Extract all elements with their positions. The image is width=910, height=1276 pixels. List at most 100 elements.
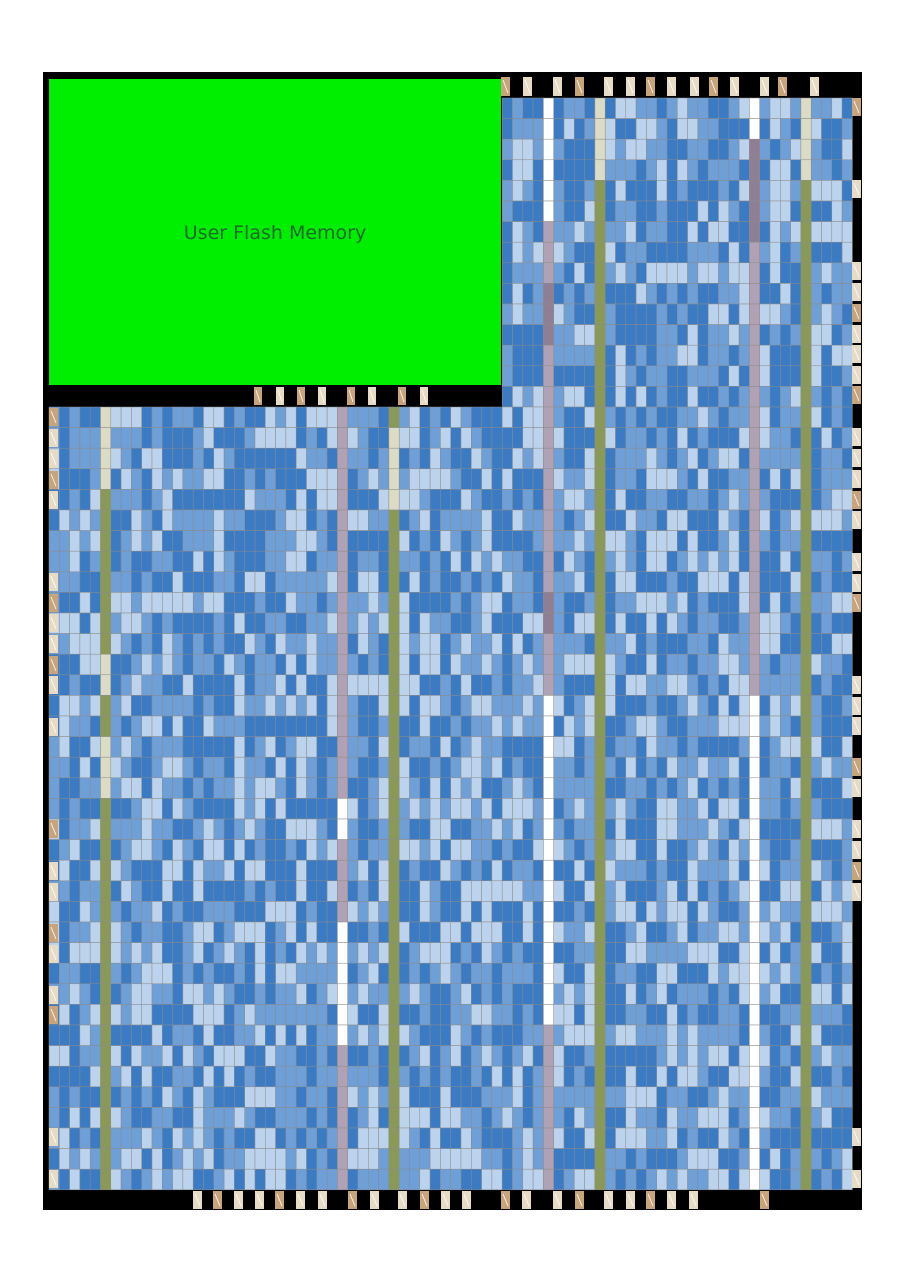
- logic-cell[interactable]: [409, 489, 421, 511]
- logic-cell[interactable]: [563, 818, 575, 840]
- logic-cell[interactable]: [460, 818, 472, 840]
- logic-cell[interactable]: [162, 839, 173, 861]
- logic-cell[interactable]: [244, 1004, 256, 1026]
- logic-cell[interactable]: [440, 653, 451, 676]
- logic-cell[interactable]: [203, 901, 215, 923]
- logic-cell[interactable]: [512, 200, 524, 222]
- logic-cell[interactable]: [368, 839, 379, 861]
- logic-cell[interactable]: [615, 736, 627, 758]
- logic-cell[interactable]: [481, 1045, 493, 1067]
- logic-cell[interactable]: [110, 880, 122, 902]
- logic-cell[interactable]: [677, 427, 688, 449]
- logic-cell[interactable]: [378, 839, 390, 861]
- logic-cell[interactable]: [347, 777, 359, 799]
- logic-cell[interactable]: [89, 859, 101, 882]
- logic-cell[interactable]: [615, 674, 627, 696]
- logic-cell[interactable]: [460, 653, 472, 676]
- logic-cell[interactable]: [810, 818, 822, 840]
- logic-cell[interactable]: [810, 1004, 822, 1026]
- logic-cell[interactable]: [141, 406, 153, 428]
- logic-cell[interactable]: [522, 777, 534, 799]
- logic-cell[interactable]: [728, 1024, 740, 1046]
- logic-cell[interactable]: [275, 489, 287, 511]
- logic-cell[interactable]: [234, 756, 245, 779]
- logic-cell[interactable]: [646, 283, 657, 305]
- logic-cell[interactable]: [594, 612, 606, 634]
- logic-cell[interactable]: [604, 818, 616, 840]
- logic-cell[interactable]: [409, 509, 421, 531]
- logic-cell[interactable]: [574, 344, 585, 367]
- logic-cell[interactable]: [192, 839, 204, 861]
- logic-cell[interactable]: [687, 839, 699, 861]
- logic-cell[interactable]: [738, 344, 750, 367]
- logic-cell[interactable]: [471, 756, 482, 779]
- logic-cell[interactable]: [646, 1065, 657, 1088]
- logic-cell[interactable]: [635, 344, 647, 367]
- logic-cell[interactable]: [89, 612, 101, 634]
- logic-cell[interactable]: [223, 571, 235, 593]
- logic-cell[interactable]: [368, 859, 379, 882]
- logic-cell[interactable]: [584, 633, 596, 655]
- logic-cell[interactable]: [398, 1086, 410, 1108]
- logic-cell[interactable]: [244, 695, 256, 717]
- logic-cell[interactable]: [409, 612, 421, 634]
- logic-cell[interactable]: [285, 695, 297, 717]
- logic-cell[interactable]: [213, 1004, 225, 1026]
- logic-cell[interactable]: [203, 653, 215, 676]
- logic-cell[interactable]: [162, 571, 173, 593]
- logic-cell[interactable]: [120, 777, 132, 799]
- logic-cell[interactable]: [223, 1127, 235, 1149]
- logic-cell[interactable]: [594, 818, 606, 840]
- logic-cell[interactable]: [522, 736, 534, 758]
- logic-cell[interactable]: [460, 901, 472, 923]
- logic-cell[interactable]: [646, 489, 657, 511]
- logic-cell[interactable]: [604, 1086, 616, 1108]
- logic-cell[interactable]: [398, 1024, 410, 1046]
- logic-cell[interactable]: [48, 777, 60, 799]
- logic-cell[interactable]: [100, 942, 112, 964]
- logic-cell[interactable]: [501, 818, 513, 840]
- logic-cell[interactable]: [677, 1168, 688, 1191]
- logic-cell[interactable]: [707, 612, 719, 634]
- logic-cell[interactable]: [460, 612, 472, 634]
- logic-cell[interactable]: [543, 138, 554, 161]
- logic-cell[interactable]: [265, 1148, 276, 1170]
- logic-cell[interactable]: [89, 777, 101, 799]
- logic-cell[interactable]: [574, 118, 585, 140]
- logic-cell[interactable]: [656, 365, 668, 387]
- logic-cell[interactable]: [100, 1127, 112, 1149]
- logic-cell[interactable]: [718, 756, 730, 779]
- logic-cell[interactable]: [759, 447, 771, 470]
- logic-cell[interactable]: [728, 818, 740, 840]
- logic-cell[interactable]: [347, 901, 359, 923]
- logic-cell[interactable]: [584, 303, 596, 325]
- logic-cell[interactable]: [615, 159, 627, 181]
- logic-cell[interactable]: [841, 489, 853, 511]
- logic-cell[interactable]: [337, 818, 348, 840]
- logic-cell[interactable]: [100, 1065, 112, 1088]
- logic-cell[interactable]: [481, 653, 493, 676]
- logic-cell[interactable]: [594, 324, 606, 346]
- logic-cell[interactable]: [234, 447, 245, 470]
- logic-cell[interactable]: [357, 880, 369, 902]
- logic-cell[interactable]: [275, 633, 287, 655]
- logic-cell[interactable]: [388, 674, 400, 696]
- logic-cell[interactable]: [223, 1065, 235, 1088]
- logic-cell[interactable]: [419, 715, 431, 737]
- logic-cell[interactable]: [656, 777, 668, 799]
- logic-cell[interactable]: [687, 798, 699, 820]
- logic-cell[interactable]: [141, 756, 153, 779]
- logic-cell[interactable]: [841, 530, 853, 552]
- logic-cell[interactable]: [254, 447, 266, 470]
- logic-cell[interactable]: [707, 344, 719, 367]
- logic-cell[interactable]: [841, 1148, 853, 1170]
- logic-cell[interactable]: [234, 1086, 245, 1108]
- logic-cell[interactable]: [831, 839, 843, 861]
- logic-cell[interactable]: [738, 859, 750, 882]
- logic-cell[interactable]: [604, 324, 616, 346]
- logic-cell[interactable]: [738, 901, 750, 923]
- logic-cell[interactable]: [440, 447, 451, 470]
- logic-cell[interactable]: [769, 612, 781, 634]
- logic-cell[interactable]: [481, 1107, 493, 1129]
- logic-cell[interactable]: [203, 509, 215, 531]
